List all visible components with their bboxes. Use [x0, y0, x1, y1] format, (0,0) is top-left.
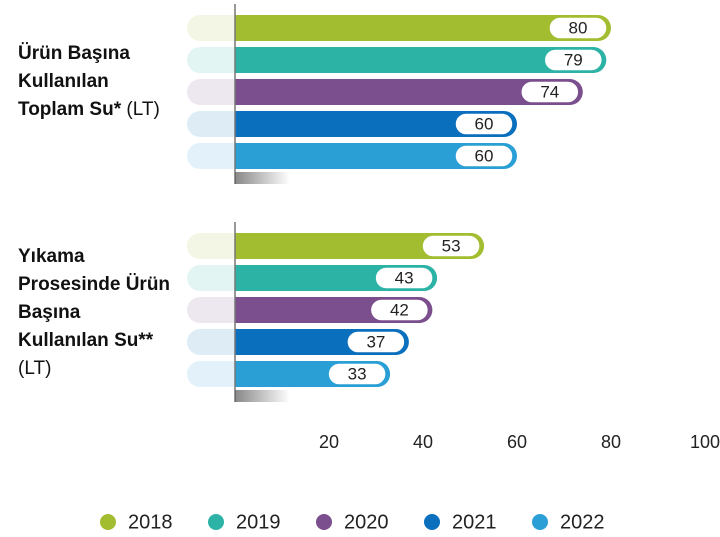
value-label: 43 — [395, 268, 414, 287]
value-pill — [520, 80, 580, 104]
x-tick-label: 40 — [413, 432, 433, 452]
axis-shadow — [235, 390, 290, 402]
value-label: 53 — [442, 236, 461, 255]
value-pill — [369, 298, 430, 322]
value-label: 37 — [366, 332, 385, 351]
bar-track — [187, 47, 245, 73]
value-label: 60 — [475, 114, 494, 133]
value-label: 33 — [348, 364, 367, 383]
legend-label: 2019 — [236, 511, 281, 533]
value-label: 74 — [540, 82, 559, 101]
legend-label: 2018 — [128, 511, 173, 533]
unit: (LT) — [18, 358, 52, 379]
x-tick-label: 60 — [507, 432, 527, 452]
axis-shadow — [235, 172, 290, 184]
bar — [235, 233, 485, 259]
value-pill — [327, 362, 387, 386]
value-label: 60 — [475, 146, 494, 165]
value-pill — [454, 144, 514, 168]
bar-track — [187, 79, 245, 105]
value-pill — [454, 112, 514, 136]
bar — [235, 47, 607, 73]
bar — [235, 79, 583, 105]
x-tick-label: 80 — [601, 432, 621, 452]
bar-track — [187, 361, 245, 387]
bar-track — [187, 233, 245, 259]
category-name: Ürün Başına Kullanılan Toplam Su* — [18, 43, 130, 120]
category-label: Yıkama Prosesinde Ürün Başına Kullanılan… — [18, 243, 176, 383]
bar-track — [187, 143, 245, 169]
bar-track — [187, 329, 245, 355]
bar-track — [187, 265, 245, 291]
legend-swatch — [532, 514, 548, 530]
bar-track — [187, 111, 245, 137]
legend-swatch — [316, 514, 332, 530]
value-label: 42 — [390, 300, 409, 319]
unit: (LT) — [126, 99, 160, 120]
x-tick-label: 100 — [690, 432, 720, 452]
legend-swatch — [100, 514, 116, 530]
legend-label: 2022 — [560, 511, 605, 533]
value-label: 79 — [564, 50, 583, 69]
value-pill — [346, 330, 406, 354]
category-label: Ürün Başına Kullanılan Toplam Su* (LT) — [18, 40, 176, 124]
value-label: 80 — [569, 18, 588, 37]
category-name: Yıkama Prosesinde Ürün Başına Kullanılan… — [18, 246, 171, 351]
x-tick-label: 20 — [319, 432, 339, 452]
legend-swatch — [424, 514, 440, 530]
bar — [235, 143, 517, 169]
legend-label: 2020 — [344, 511, 389, 533]
bar — [235, 111, 517, 137]
value-pill — [421, 234, 481, 258]
bar — [235, 15, 611, 41]
bar-track — [187, 15, 245, 41]
value-pill — [374, 266, 434, 290]
bar-track — [187, 297, 245, 323]
legend-label: 2021 — [452, 511, 497, 533]
legend-swatch — [208, 514, 224, 530]
value-pill — [548, 16, 608, 40]
value-pill — [543, 48, 604, 72]
